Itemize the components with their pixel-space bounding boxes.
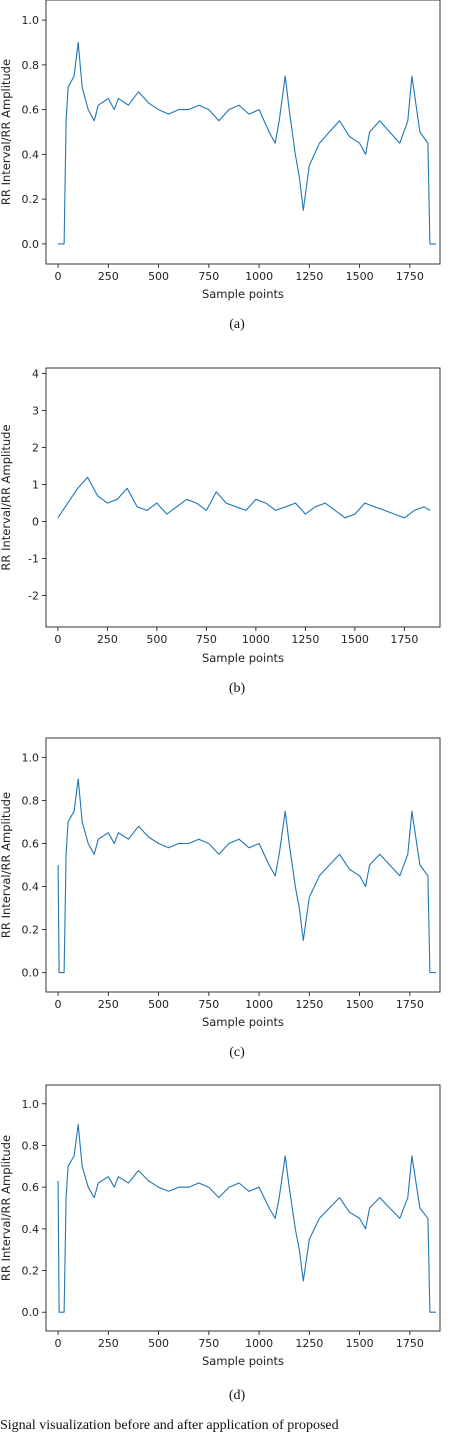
y-tick-label-a: 0.6 (22, 104, 40, 117)
x-axis-label-a: Sample points (202, 287, 284, 301)
panel-caption-b: (b) (228, 681, 246, 696)
x-tick-label-d: 250 (98, 1337, 119, 1350)
panel-caption-d: (d) (228, 1388, 246, 1403)
y-tick-label-b: 0 (32, 516, 39, 529)
y-axis-label-d: RR Interval/RR Amplitude (0, 1135, 13, 1281)
x-tick-label-a: 1500 (346, 270, 374, 283)
x-tick-label-c: 500 (148, 998, 169, 1011)
x-tick-label-b: 1000 (242, 633, 270, 646)
x-tick-label-a: 500 (148, 270, 169, 283)
plot-frame-a (45, 0, 441, 265)
x-tick-label-c: 250 (98, 998, 119, 1011)
y-tick-label-a: 0.0 (22, 238, 40, 251)
y-tick-label-b: -1 (28, 553, 39, 566)
y-tick-label-b: 1 (32, 479, 39, 492)
x-tick-label-c: 1500 (346, 998, 374, 1011)
plot-frame-b (45, 367, 441, 628)
y-tick-label-d: 0.4 (22, 1223, 40, 1236)
y-tick-label-c: 0.4 (22, 881, 40, 894)
chart-panel-c: 0 250 500 750 1000 1250 1500 1750 0.0 0.2 0.4 0.6 0.… (0, 737, 441, 1029)
chart-panel-b: 0 250 500 750 1000 1250 1500 1750 -2 -1 0 1 2 3 4 Sampl… (0, 367, 441, 665)
y-axis-label-c: RR Interval/RR Amplitude (0, 792, 13, 938)
series-line-b (57, 476, 431, 519)
series-line-a (58, 41, 436, 245)
x-tick-label-c: 1250 (295, 998, 323, 1011)
y-tick-label-b: -2 (28, 590, 39, 603)
x-tick-label-d: 1250 (295, 1337, 323, 1350)
x-tick-label-a: 1250 (295, 270, 323, 283)
figure-caption: Signal visualization before and after ap… (0, 1418, 339, 1433)
y-tick-label-c: 0.8 (22, 794, 40, 807)
x-tick-label-c: 750 (198, 998, 219, 1011)
y-tick-label-a: 0.4 (22, 148, 40, 161)
x-tick-label-b: 1750 (390, 633, 418, 646)
x-axis-label-b: Sample points (202, 651, 284, 665)
chart-panel-a: 0 250 500 750 1000 1250 1500 1750 0.0 0.2 0.4 0.6 0.… (0, 0, 441, 301)
x-tick-label-b: 750 (196, 633, 217, 646)
plot-frame-d (45, 1084, 441, 1332)
y-tick-label-b: 3 (32, 405, 39, 418)
y-tick-label-d: 0.6 (22, 1181, 40, 1194)
x-tick-label-b: 1250 (291, 633, 319, 646)
x-axis-label-d: Sample points (202, 1354, 284, 1368)
y-tick-label-d: 0.2 (22, 1265, 40, 1278)
y-tick-label-d: 1.0 (22, 1098, 40, 1111)
x-tick-label-d: 1000 (245, 1337, 273, 1350)
y-tick-label-c: 0.0 (22, 967, 40, 980)
y-tick-label-d: 0.8 (22, 1139, 40, 1152)
y-axis-label-a: RR Interval/RR Amplitude (0, 59, 13, 205)
panel-caption-a: (a) (229, 317, 245, 332)
plot-frame-c (45, 737, 441, 993)
x-tick-label-d: 1500 (346, 1337, 374, 1350)
x-tick-label-d: 1750 (396, 1337, 424, 1350)
chart-panel-d: 0 250 500 750 1000 1250 1500 1750 0.0 0.2 0.4 0.6 0.… (0, 1084, 441, 1368)
x-tick-label-c: 1750 (396, 998, 424, 1011)
series-line-d (57, 1124, 436, 1313)
x-tick-label-d: 500 (148, 1337, 169, 1350)
x-tick-label-a: 750 (198, 270, 219, 283)
series-line-c (57, 778, 436, 974)
x-tick-label-b: 500 (146, 633, 167, 646)
x-tick-label-b: 1500 (341, 633, 369, 646)
y-tick-label-c: 0.2 (22, 924, 40, 937)
y-tick-label-a: 1.0 (22, 14, 40, 27)
y-tick-label-a: 0.2 (22, 193, 40, 206)
panel-caption-c: (c) (229, 1045, 245, 1060)
y-tick-label-b: 2 (32, 442, 39, 455)
y-tick-label-c: 0.6 (22, 837, 40, 850)
y-tick-label-a: 0.8 (22, 59, 40, 72)
x-tick-label-a: 1000 (245, 270, 273, 283)
x-tick-label-a: 250 (98, 270, 119, 283)
x-axis-label-c: Sample points (202, 1015, 284, 1029)
x-tick-label-b: 0 (54, 633, 61, 646)
y-tick-label-d: 0.0 (22, 1306, 40, 1319)
x-tick-label-c: 1000 (245, 998, 273, 1011)
x-tick-label-b: 250 (97, 633, 118, 646)
x-tick-label-a: 0 (55, 270, 62, 283)
x-tick-label-a: 1750 (396, 270, 424, 283)
x-tick-label-d: 750 (198, 1337, 219, 1350)
x-tick-label-d: 0 (55, 1337, 62, 1350)
y-tick-label-c: 1.0 (22, 751, 40, 764)
x-tick-label-c: 0 (55, 998, 62, 1011)
y-axis-label-b: RR Interval/RR Amplitude (0, 424, 13, 570)
y-tick-label-b: 4 (32, 368, 39, 381)
